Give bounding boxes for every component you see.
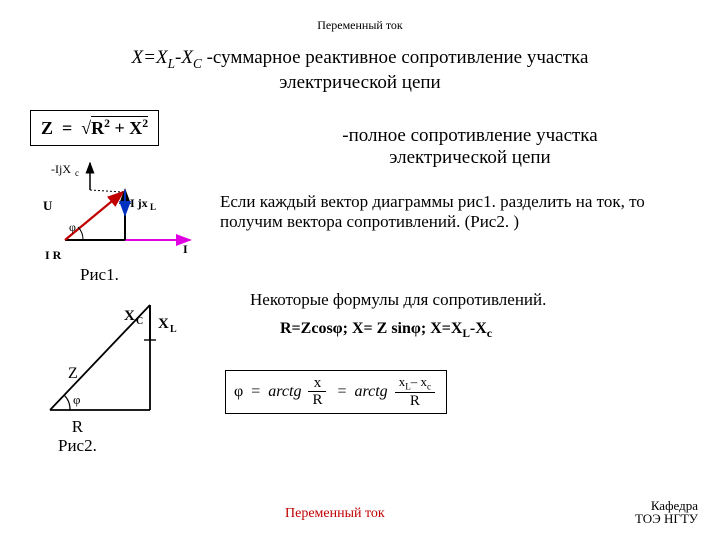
svg-text:φ: φ: [73, 392, 81, 407]
svg-text:c: c: [75, 168, 79, 178]
svg-text:C: C: [136, 316, 143, 327]
svg-text:-IjX: -IjX: [51, 162, 71, 176]
figure-1-label: Рис1.: [80, 265, 119, 285]
title: X=XL-XC -суммарное реактивное сопротивле…: [0, 47, 720, 95]
svg-text:I R: I R: [45, 248, 62, 262]
svg-text:I jx: I jx: [130, 196, 148, 210]
page-header: Переменный ток: [0, 0, 720, 33]
footer-dept: КафедраТОЭ НГТУ: [635, 499, 698, 526]
svg-text:Z: Z: [68, 365, 78, 382]
svg-text:I: I: [183, 242, 188, 256]
footer-title: Переменный ток: [285, 506, 385, 522]
resistance-triangle: XC XL Z φ: [40, 290, 210, 420]
figure-2-label: RРис2.: [58, 418, 97, 455]
svg-text:L: L: [150, 202, 156, 212]
explanation-text: Если каждый вектор диаграммы рис1. разде…: [220, 192, 700, 233]
svg-text:L: L: [170, 324, 177, 335]
svg-text:U: U: [43, 198, 53, 213]
full-resistance-text: -полное сопротивление участкаэлектрическ…: [270, 125, 670, 169]
svg-text:φ: φ: [69, 220, 76, 234]
z-formula: Z = √R2 + X2: [30, 110, 159, 146]
phi-formula: φ = arctg xR = arctg xL– xcR: [225, 370, 447, 414]
svg-text:X: X: [158, 316, 169, 332]
vector-diagram-1: -IjX c U I jxL I I R φ: [35, 155, 205, 275]
resistance-formulas: R=Zcosφ; X= Z sinφ; X=XL-Xc: [280, 320, 492, 341]
formulas-heading: Некоторые формулы для сопротивлений.: [250, 290, 546, 310]
svg-text:X: X: [124, 308, 135, 324]
